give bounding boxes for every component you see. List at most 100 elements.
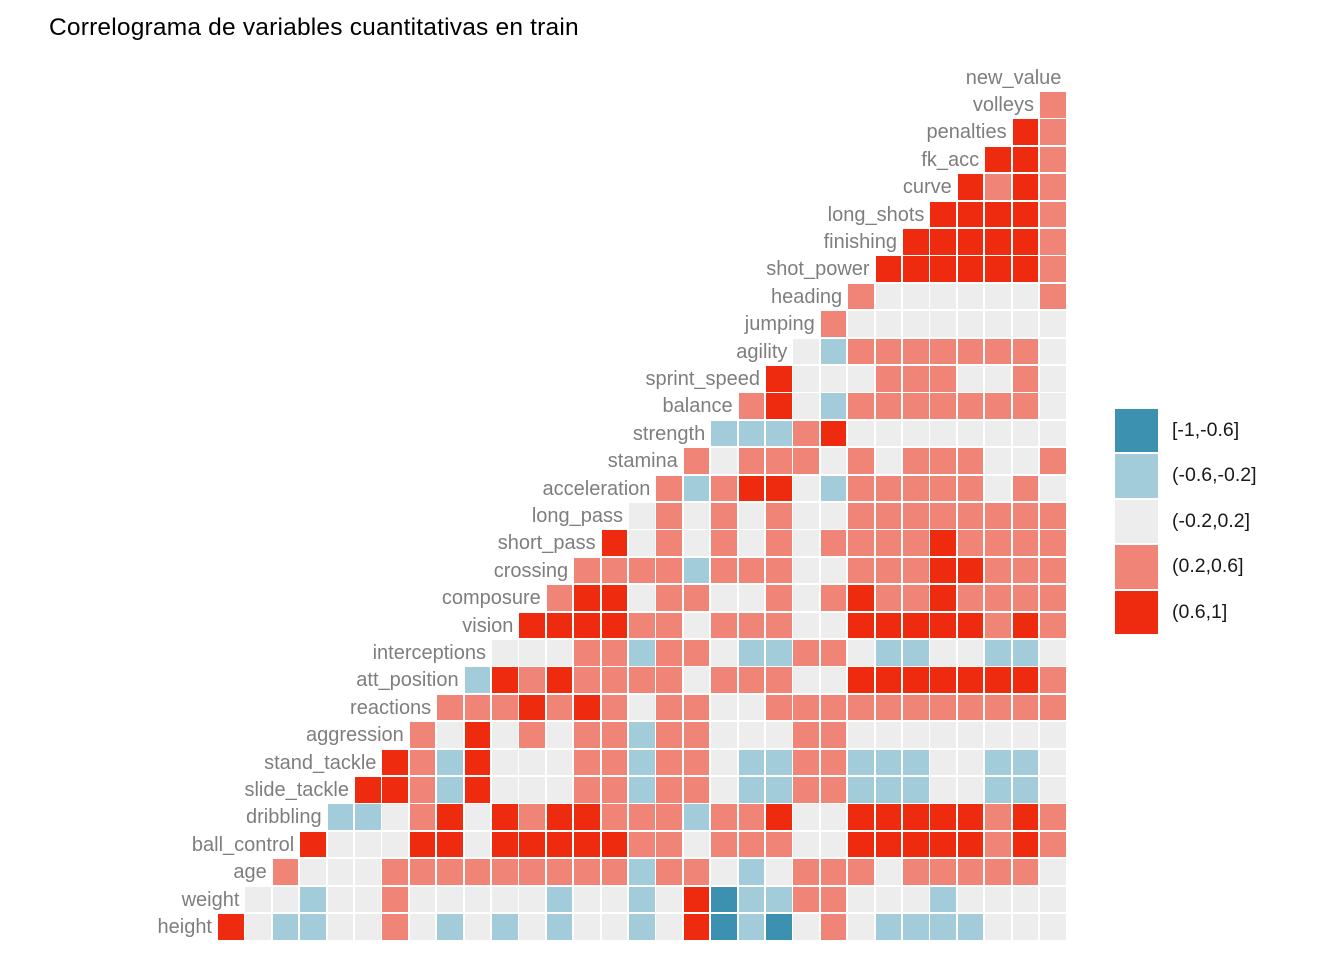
matrix-cell — [546, 640, 573, 666]
matrix-cell — [848, 393, 874, 419]
matrix-cell — [930, 777, 956, 803]
matrix-cell — [519, 749, 545, 776]
matrix-cell — [1012, 557, 1039, 584]
matrix-cell — [766, 831, 792, 858]
matrix-cell — [903, 722, 929, 748]
matrix-cell — [1040, 283, 1066, 310]
matrix-cell — [711, 914, 737, 940]
matrix-cell — [848, 722, 874, 748]
matrix-cell — [519, 886, 545, 913]
matrix-cell — [985, 722, 1011, 748]
matrix-cell — [300, 831, 326, 858]
matrix-cell — [930, 804, 956, 830]
matrix-cell — [711, 667, 737, 693]
matrix-cell — [820, 393, 847, 419]
matrix-cell — [656, 859, 682, 885]
matrix-cell — [793, 667, 819, 693]
matrix-cell — [574, 831, 600, 858]
matrix-cell — [738, 749, 765, 776]
matrix-cell — [738, 585, 765, 611]
matrix-cell — [355, 886, 381, 913]
matrix-cell — [1012, 229, 1039, 255]
matrix-cell — [985, 749, 1011, 776]
matrix-cell — [738, 393, 765, 419]
matrix-cell — [327, 804, 354, 830]
row-label-composure: composure — [441, 587, 541, 610]
matrix-cell — [820, 886, 847, 913]
matrix-cell — [985, 311, 1011, 337]
matrix-cell — [738, 694, 765, 721]
matrix-cell — [930, 557, 956, 584]
matrix-cell — [766, 448, 792, 474]
matrix-cell — [820, 311, 847, 337]
matrix-cell — [930, 366, 956, 392]
matrix-cell — [601, 585, 628, 611]
matrix-cell — [1012, 201, 1039, 228]
matrix-cell — [957, 914, 984, 940]
matrix-cell — [574, 694, 600, 721]
matrix-cell — [629, 859, 655, 885]
row-label-volleys: volleys — [972, 94, 1034, 116]
row-label-ball_control: ball_control — [191, 833, 295, 856]
matrix-cell — [601, 886, 628, 913]
matrix-cell — [738, 804, 765, 830]
matrix-cell — [985, 804, 1011, 830]
matrix-cell — [957, 722, 984, 748]
matrix-cell — [957, 777, 984, 803]
matrix-cell — [574, 859, 600, 885]
matrix-cell — [766, 585, 792, 611]
matrix-cell — [601, 914, 628, 940]
matrix-cell — [848, 886, 874, 913]
row-label-crossing: crossing — [493, 559, 569, 582]
matrix-cell — [793, 886, 819, 913]
matrix-cell — [985, 283, 1011, 310]
matrix-cell — [985, 585, 1011, 611]
matrix-cell — [793, 366, 819, 392]
matrix-cell — [546, 722, 573, 748]
matrix-cell — [574, 585, 600, 611]
matrix-cell — [1040, 448, 1066, 474]
matrix-cell — [546, 859, 573, 885]
matrix-cell — [985, 503, 1011, 529]
matrix-cell — [766, 393, 792, 419]
matrix-cell — [519, 914, 545, 940]
matrix-cell — [957, 503, 984, 529]
matrix-cell — [1012, 146, 1039, 173]
matrix-cell — [656, 722, 682, 748]
matrix-cell — [574, 722, 600, 748]
matrix-cell — [957, 283, 984, 310]
matrix-cell — [437, 831, 463, 858]
row-label-agility: agility — [736, 340, 788, 363]
matrix-cell — [766, 420, 792, 447]
matrix-cell — [1040, 475, 1066, 502]
matrix-cell — [793, 448, 819, 474]
matrix-cell — [985, 667, 1011, 693]
matrix-cell — [1012, 694, 1039, 721]
matrix-cell — [930, 283, 956, 310]
matrix-cell — [1040, 229, 1066, 255]
matrix-cell — [848, 804, 874, 830]
row-label-dribbling: dribbling — [245, 806, 322, 829]
matrix-cell — [711, 859, 737, 885]
matrix-cell — [601, 667, 628, 693]
matrix-cell — [683, 585, 710, 611]
matrix-cell — [930, 722, 956, 748]
matrix-cell — [437, 886, 463, 913]
matrix-cell — [738, 475, 765, 502]
matrix-cell — [793, 640, 819, 666]
matrix-cell — [492, 722, 518, 748]
matrix-cell — [766, 886, 792, 913]
matrix-cell — [1040, 338, 1066, 365]
matrix-cell — [875, 311, 902, 337]
matrix-cell — [793, 694, 819, 721]
matrix-cell — [300, 859, 326, 885]
row-label-fk_acc: fk_acc — [921, 148, 980, 171]
matrix-cell — [1040, 777, 1066, 803]
matrix-cell — [1012, 777, 1039, 803]
matrix-cell — [848, 366, 874, 392]
matrix-cell — [903, 530, 929, 556]
matrix-cell — [546, 886, 573, 913]
matrix-cell — [601, 557, 628, 584]
matrix-cell — [903, 914, 929, 940]
matrix-cell — [985, 831, 1011, 858]
